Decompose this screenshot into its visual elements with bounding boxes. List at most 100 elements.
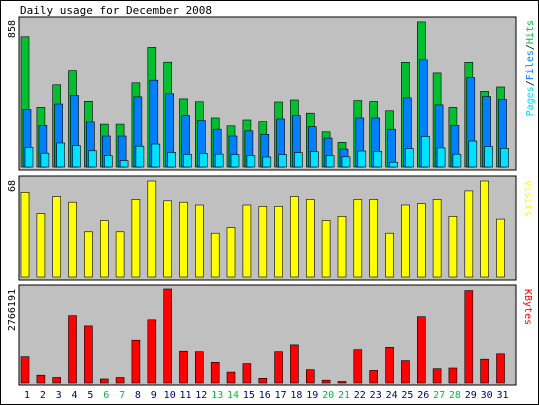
kbytes-bar <box>52 377 62 384</box>
top-panel-bars <box>20 21 509 168</box>
visits-bar <box>84 231 93 278</box>
kbytes-bar <box>147 319 157 384</box>
visits-legend: Visits <box>522 180 533 216</box>
visits-bar <box>226 227 236 278</box>
visits-bar <box>416 203 426 278</box>
day-label: 28 <box>449 390 461 401</box>
middle-max-label: 68 <box>7 180 18 192</box>
kbytes-bar <box>416 316 426 384</box>
kbytes-bar <box>480 358 489 384</box>
kbytes-bar <box>496 353 505 384</box>
top-max-label: 858 <box>7 20 18 38</box>
visits-bar <box>147 180 157 278</box>
kbytes-bar <box>385 346 394 384</box>
visits-bar <box>401 204 410 278</box>
visits-bar <box>369 199 379 278</box>
kbytes-bar <box>321 379 331 384</box>
visits-bar <box>52 196 62 278</box>
pages-bar <box>452 153 462 168</box>
kbytes-bar <box>100 378 109 384</box>
visits-bar <box>36 213 46 278</box>
kbytes-bar <box>131 339 141 384</box>
kbytes-bar <box>163 288 172 384</box>
day-label: 29 <box>465 390 477 401</box>
kbytes-bar <box>432 368 442 384</box>
kbytes-bar <box>210 361 220 384</box>
visits-bars <box>20 180 505 278</box>
pages-bar <box>24 147 34 168</box>
day-label: 31 <box>496 390 508 401</box>
visits-bar <box>68 201 77 278</box>
day-label: 7 <box>119 390 125 401</box>
pages-bar <box>405 148 414 168</box>
pages-bar <box>468 140 478 168</box>
day-labels: 1 2 3 4 5 6 7 8 9 10 11 12 13 14 15 16 17 18 19 20 21 22 23 24 2… <box>24 390 509 401</box>
kbytes-bar <box>68 315 77 384</box>
pages-bar <box>40 152 50 168</box>
kbytes-bar <box>369 370 379 384</box>
visits-bar <box>321 220 331 278</box>
kbytes-bar <box>179 350 188 384</box>
visits-bar <box>210 232 220 278</box>
pages-bar <box>373 151 383 168</box>
day-label: 14 <box>227 390 239 401</box>
legend-sep-2: / <box>525 44 536 50</box>
pages-bar <box>230 154 240 168</box>
day-label: 22 <box>354 390 366 401</box>
visits-panel <box>18 175 517 281</box>
visits-bar <box>274 206 283 278</box>
kbytes-legend: KBytes <box>522 289 533 325</box>
kbytes-bars <box>20 288 505 384</box>
day-label: 19 <box>306 390 318 401</box>
visits-bar <box>353 199 363 278</box>
visits-bar <box>195 204 204 278</box>
pages-bar <box>119 160 129 168</box>
day-label: 20 <box>322 390 334 401</box>
kbytes-bar <box>464 290 474 384</box>
visits-bar <box>100 220 109 278</box>
kbytes-bar <box>195 351 204 384</box>
kbytes-bar <box>115 377 125 384</box>
pages-bar <box>420 136 430 168</box>
files-bar <box>387 128 396 168</box>
visits-bar <box>385 232 394 278</box>
day-label: 15 <box>243 390 255 401</box>
day-label: 6 <box>103 390 109 401</box>
pages-bar <box>88 150 97 168</box>
kbytes-bar <box>305 369 315 384</box>
legend-sep-1: / <box>525 80 536 86</box>
day-label: 30 <box>481 390 493 401</box>
kbytes-bar <box>20 356 30 384</box>
visits-bar <box>290 196 299 278</box>
visits-bar <box>464 190 474 278</box>
day-label: 17 <box>275 390 287 401</box>
visits-bar <box>480 180 489 278</box>
pages-bar <box>294 152 303 168</box>
visits-bar <box>115 231 125 278</box>
kbytes-bar <box>337 381 347 384</box>
chart-title: Daily usage for December 2008 <box>20 4 212 17</box>
day-label: 10 <box>164 390 176 401</box>
day-label: 24 <box>386 390 398 401</box>
legend-pages: Pages <box>525 86 536 116</box>
day-label: 13 <box>211 390 223 401</box>
pages-bar <box>72 145 81 168</box>
bottom-max-label: 2766191 <box>7 289 18 331</box>
day-label: 23 <box>370 390 382 401</box>
kbytes-bar <box>226 371 236 384</box>
kbytes-bar <box>290 344 299 384</box>
day-label: 27 <box>433 390 445 401</box>
visits-bar <box>163 200 172 278</box>
day-label: 8 <box>135 390 141 401</box>
pages-bar <box>436 147 446 168</box>
kbytes-bar <box>258 377 268 384</box>
day-label: 4 <box>71 390 77 401</box>
pages-bar <box>183 154 192 168</box>
pages-bar <box>341 156 351 168</box>
kbytes-bar <box>274 351 283 384</box>
kbytes-bar <box>36 374 46 384</box>
day-label: 2 <box>40 390 46 401</box>
day-label: 1 <box>24 390 30 401</box>
visits-bar <box>242 204 252 278</box>
pages-bar <box>262 156 272 168</box>
